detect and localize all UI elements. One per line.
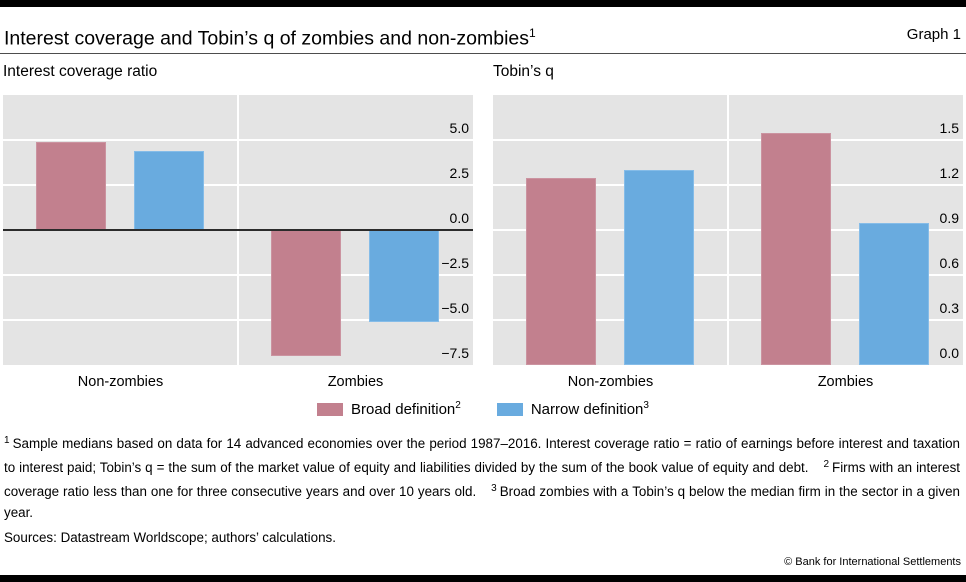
page-title: Interest coverage and Tobin’s q of zombi… [4, 21, 536, 51]
legend-item-narrow: Narrow definition3 [496, 400, 649, 418]
page-title-footnote-marker: 1 [529, 26, 536, 40]
page-title-text: Interest coverage and Tobin’s q of zombi… [4, 27, 530, 50]
bar-narrow-non-zombies [624, 170, 694, 365]
panel-interest-coverage: Interest coverage ratio 5.0 2.5 0.0 −2.5 −5.… [3, 63, 473, 390]
bar-broad-zombies [271, 230, 341, 356]
footnote-sup-3: 3 [491, 483, 497, 494]
y-tick-label: 2.5 [449, 165, 469, 181]
zero-axis-line [3, 229, 473, 231]
footnote-sup-2: 2 [823, 459, 830, 470]
bar-narrow-non-zombies [134, 150, 204, 230]
category-divider [727, 95, 729, 365]
top-black-bar [0, 0, 966, 7]
y-tick-label: 0.3 [939, 300, 959, 316]
footnote-text-1: Sample medians based on data for 14 adva… [4, 436, 960, 475]
bar-narrow-zombies [859, 222, 929, 365]
copyright-line: © Bank for International Settlements [784, 556, 961, 568]
category-label-non-zombies: Non-zombies [567, 374, 654, 390]
panel-title-tobins-q: Tobin’s q [493, 63, 554, 80]
y-tick-label: 0.0 [939, 345, 959, 361]
bar-broad-non-zombies [36, 141, 106, 230]
footnote-text-3: Broad zombies with a Tobin’s q below the… [4, 484, 960, 520]
sources-line: Sources: Datastream Worldscope; authors’… [4, 530, 336, 545]
y-tick-label: −5.0 [441, 300, 469, 316]
legend-label-narrow: Narrow definition3 [530, 400, 649, 418]
y-tick-label: 0.6 [939, 255, 959, 271]
category-label-non-zombies: Non-zombies [77, 374, 164, 390]
bar-narrow-zombies [369, 230, 439, 322]
y-tick-label: 5.0 [449, 120, 469, 136]
footnote-sup-1: 1 [4, 435, 10, 446]
legend-label-broad: Broad definition2 [351, 400, 461, 418]
panel-title-interest-coverage: Interest coverage ratio [3, 63, 158, 80]
plot-area-tobins-q: 1.5 1.2 0.9 0.6 0.3 0.0 Non-zombies Zombies [493, 95, 963, 390]
legend-item-broad: Broad definition2 [317, 400, 461, 418]
header-rule [0, 53, 966, 54]
bar-broad-non-zombies [526, 177, 596, 365]
y-tick-label: −2.5 [441, 255, 469, 271]
y-tick-label: 1.2 [939, 165, 959, 181]
category-label-zombies: Zombies [327, 374, 384, 390]
bottom-black-bar [0, 575, 966, 582]
panel-tobins-q: Tobin’s q 1.5 1.2 0.9 0.6 0.3 0.0 Non-zombies Z… [493, 63, 963, 390]
y-tick-label: −7.5 [441, 345, 469, 361]
category-label-zombies: Zombies [817, 374, 874, 390]
footnote-block: 1 Sample medians based on data for 14 adv… [4, 430, 960, 523]
y-tick-label: 1.5 [939, 120, 959, 136]
footnote-text-2: Firms with an interest coverage ratio le… [4, 460, 960, 499]
graph-number-label: Graph 1 [906, 26, 961, 43]
bar-broad-zombies [761, 132, 831, 365]
plot-area-interest-coverage: 5.0 2.5 0.0 −2.5 −5.0 −7.5 Non-zombies Zombies [3, 95, 473, 390]
y-tick-label: 0.0 [449, 210, 469, 226]
y-tick-label: 0.9 [939, 210, 959, 226]
legend-swatch-narrow [496, 402, 523, 416]
legend: Broad definition2 Narrow definition3 [0, 400, 966, 418]
legend-swatch-broad [317, 402, 344, 416]
